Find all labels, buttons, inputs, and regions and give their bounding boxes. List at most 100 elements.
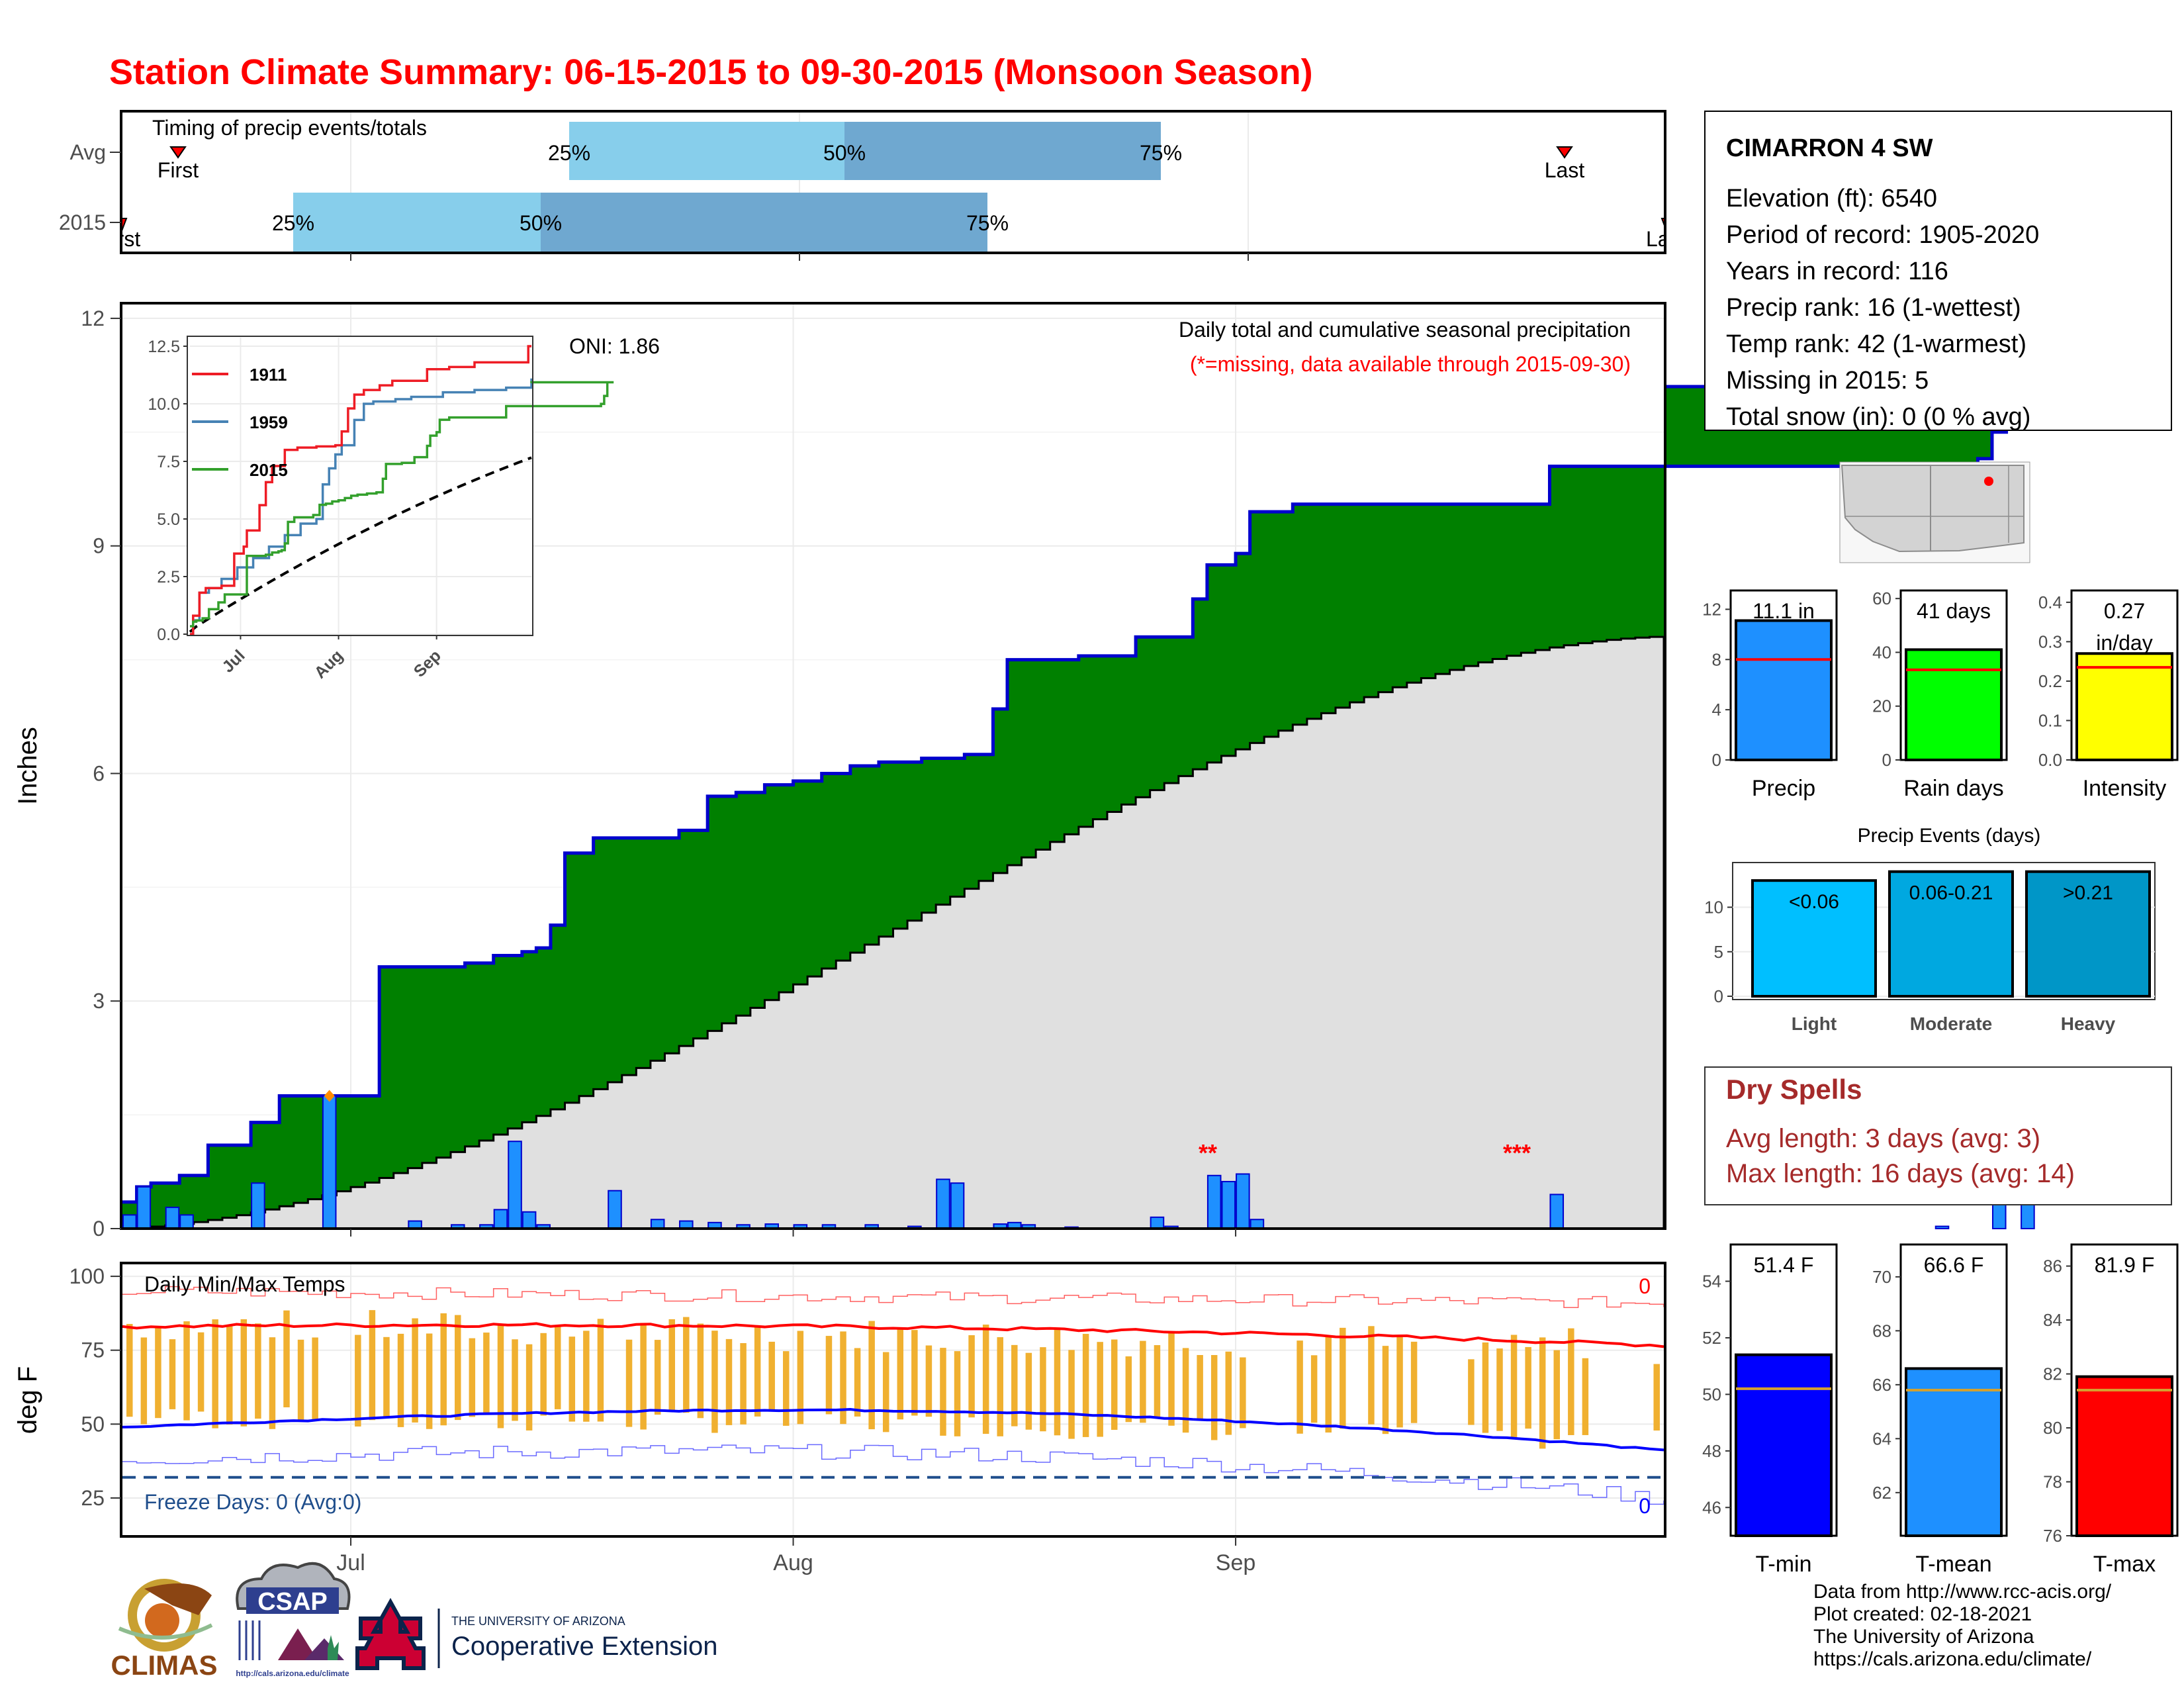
temp-range-bar bbox=[625, 1339, 633, 1427]
daily-precip-bar bbox=[1549, 1194, 1565, 1230]
small-y-tick: 0.2 bbox=[2038, 671, 2062, 691]
category-label: Intensity bbox=[2083, 776, 2167, 801]
temp-range-bar bbox=[183, 1321, 190, 1421]
temp-range-bar bbox=[1496, 1348, 1503, 1431]
y2015-last-label: Last bbox=[1646, 227, 1686, 251]
temp-range-bar bbox=[1553, 1350, 1561, 1440]
precip-y-tick: 0 bbox=[93, 1217, 105, 1241]
temp-range-bar bbox=[269, 1337, 276, 1429]
events-y-tick: 10 bbox=[1704, 898, 1723, 917]
season-bar-t-mean bbox=[1905, 1367, 2003, 1538]
temp-range-bar bbox=[954, 1351, 961, 1436]
small-y-tick: 0.3 bbox=[2038, 632, 2062, 651]
small-y-tick: 46 bbox=[1702, 1497, 1721, 1517]
small-y-tick: 64 bbox=[1872, 1429, 1891, 1448]
csap-logo-text: CSAP bbox=[257, 1588, 328, 1616]
record-min-line bbox=[122, 1444, 1664, 1505]
temp-range-bar bbox=[355, 1335, 361, 1427]
season-bar-precip bbox=[1735, 619, 1833, 761]
average-min-line bbox=[122, 1408, 1664, 1452]
daily-precip-bar bbox=[1250, 1219, 1265, 1229]
small-y-tick: 0.1 bbox=[2038, 710, 2062, 730]
temp-range-bar bbox=[397, 1333, 404, 1427]
events-value-label: >0.21 bbox=[2063, 882, 2113, 904]
y2015-timing-q1-bar bbox=[293, 193, 541, 252]
precip-y-tick: 12 bbox=[81, 306, 105, 330]
station-missing: Missing in 2015: 5 bbox=[1726, 367, 1929, 395]
temp-range-bar bbox=[754, 1327, 761, 1417]
y2015-pct-25: 25% bbox=[272, 211, 314, 235]
daily-precip-bar bbox=[493, 1209, 508, 1229]
dry-spells-avg: Avg length: 3 days (avg: 3) bbox=[1726, 1124, 2040, 1153]
precip-y-tick: 9 bbox=[93, 534, 105, 558]
station-years: Years in record: 116 bbox=[1726, 258, 1948, 285]
temp-range-bar bbox=[383, 1336, 390, 1418]
temp-range-bar bbox=[868, 1321, 875, 1430]
temp-range-bar bbox=[925, 1345, 933, 1417]
ua-big-text: Cooperative Extension bbox=[451, 1632, 717, 1661]
temp-range-bar bbox=[169, 1339, 176, 1409]
state-outline-icon bbox=[1841, 465, 2025, 553]
small-y-tick: 66 bbox=[1872, 1375, 1891, 1395]
season-totals-charts: 0 4 8 12 11.1 in Precip 0 20 40 60 41 days Rain day… bbox=[1702, 588, 2179, 801]
temp-range-bar bbox=[1653, 1364, 1660, 1431]
temp-range-bar bbox=[740, 1343, 747, 1425]
season-bar-intensity bbox=[2075, 652, 2173, 761]
daily-precip-bar bbox=[165, 1206, 180, 1230]
station-location-icon bbox=[1984, 477, 1993, 486]
daily-precip-bars bbox=[122, 1095, 2035, 1230]
events-category-label: Moderate bbox=[1910, 1013, 1992, 1034]
ua-a-logo-icon bbox=[355, 1597, 426, 1670]
station-snow: Total snow (in): 0 (0 % avg) bbox=[1726, 403, 2030, 431]
daily-precip-bar bbox=[136, 1186, 152, 1230]
small-y-tick: 0.4 bbox=[2038, 592, 2062, 612]
small-y-tick: 62 bbox=[1872, 1483, 1891, 1503]
small-y-tick: 8 bbox=[1712, 649, 1721, 669]
small-y-tick: 48 bbox=[1702, 1441, 1721, 1461]
timing-row-2015: 2015 bbox=[59, 211, 106, 234]
temp-range-bar bbox=[668, 1319, 675, 1411]
small-y-tick: 68 bbox=[1872, 1321, 1891, 1340]
small-y-tick: 80 bbox=[2043, 1418, 2062, 1438]
small-y-tick: 50 bbox=[1702, 1384, 1721, 1404]
small-y-tick: 54 bbox=[1702, 1272, 1721, 1291]
y2015-first-label: First bbox=[99, 227, 140, 251]
y2015-timing-q2-bar bbox=[541, 193, 987, 252]
category-label: T-min bbox=[1756, 1552, 1812, 1577]
small-y-tick: 84 bbox=[2043, 1310, 2062, 1330]
max-day-marker-icon bbox=[324, 1090, 335, 1102]
events-category-label: Light bbox=[1792, 1013, 1837, 1034]
temp-range-bar bbox=[569, 1336, 576, 1422]
temp-range-bar bbox=[240, 1319, 248, 1427]
csap-logo: CSAP http://cals.arizona.edu/climate bbox=[236, 1562, 351, 1678]
university-logo: THE UNIVERSITY OF ARIZONA Cooperative Ex… bbox=[355, 1597, 717, 1670]
daily-precip-bar bbox=[1150, 1216, 1165, 1230]
timing-label: Timing of precip events/totals bbox=[152, 116, 427, 140]
daily-precip-bar bbox=[522, 1211, 537, 1229]
temp-range-bar bbox=[1068, 1350, 1075, 1439]
station-precip-rank: Precip rank: 16 (1-wettest) bbox=[1726, 294, 2021, 322]
temp-range-bar bbox=[455, 1315, 461, 1421]
events-value-label: <0.06 bbox=[1789, 891, 1839, 913]
avg-timing-q2-bar bbox=[844, 122, 1161, 180]
temp-range-bar bbox=[1054, 1327, 1061, 1436]
temp-range-bar bbox=[1297, 1340, 1303, 1434]
location-map bbox=[1839, 461, 2030, 563]
dry-spells-title: Dry Spells bbox=[1726, 1074, 1862, 1105]
small-y-tick: 76 bbox=[2043, 1526, 2062, 1546]
temp-range-bar bbox=[440, 1313, 447, 1426]
temp-range-bar bbox=[997, 1337, 1003, 1436]
dry-spells-box: Dry Spells Avg length: 3 days (avg: 3) M… bbox=[1704, 1066, 2172, 1205]
temp-range-bar bbox=[1568, 1328, 1574, 1435]
csap-logo-url: http://cals.arizona.edu/climate bbox=[236, 1669, 349, 1678]
temp-range-bar bbox=[1140, 1340, 1146, 1423]
daily-precip-bar bbox=[1221, 1180, 1236, 1229]
temp-range-bar bbox=[797, 1331, 804, 1425]
inset-y-tick: 5.0 bbox=[157, 510, 180, 529]
y2015-first-marker-icon bbox=[122, 218, 128, 231]
temps-y-tick: 50 bbox=[81, 1412, 105, 1436]
hot-day-count: 0 bbox=[1639, 1274, 1651, 1298]
missing-marker-2: *** bbox=[1503, 1139, 1531, 1166]
temp-means-charts: 46 48 50 52 54 51.4 F T-min 62 64 66 68 70 66.6 F T-m… bbox=[1702, 1243, 2179, 1577]
